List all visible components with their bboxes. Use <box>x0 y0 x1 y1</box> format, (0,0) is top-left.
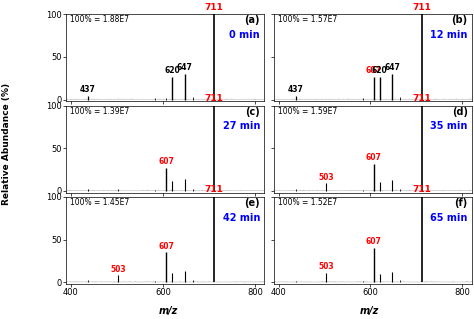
Text: 437: 437 <box>288 85 303 94</box>
Text: 503: 503 <box>318 173 334 182</box>
Text: (f): (f) <box>455 198 468 208</box>
Text: 100% = 1.57E7: 100% = 1.57E7 <box>278 15 337 24</box>
Text: (e): (e) <box>245 198 260 208</box>
Text: 100% = 1.52E7: 100% = 1.52E7 <box>278 198 337 207</box>
Text: (b): (b) <box>452 15 468 25</box>
Text: 620: 620 <box>164 66 180 75</box>
Text: 711: 711 <box>204 3 223 12</box>
Text: 503: 503 <box>110 265 126 274</box>
Text: 711: 711 <box>204 94 223 103</box>
Text: (a): (a) <box>245 15 260 25</box>
Text: (d): (d) <box>452 107 468 116</box>
Text: 100% = 1.39E7: 100% = 1.39E7 <box>70 107 129 115</box>
Text: 27 min: 27 min <box>223 121 260 131</box>
Text: 620: 620 <box>372 66 388 75</box>
Text: 0 min: 0 min <box>229 30 260 40</box>
Text: 711: 711 <box>412 3 431 12</box>
Text: m/z: m/z <box>360 306 379 316</box>
Text: 607: 607 <box>158 157 174 166</box>
Text: 647: 647 <box>384 63 400 72</box>
Text: 100% = 1.88E7: 100% = 1.88E7 <box>70 15 129 24</box>
Text: 607: 607 <box>366 237 382 246</box>
Text: 503: 503 <box>318 262 334 271</box>
Text: 437: 437 <box>80 85 96 94</box>
Text: 711: 711 <box>412 94 431 103</box>
Text: Relative Abundance (%): Relative Abundance (%) <box>2 83 11 204</box>
Text: 711: 711 <box>204 185 223 194</box>
Text: 42 min: 42 min <box>223 212 260 223</box>
Text: m/z: m/z <box>159 306 178 316</box>
Text: 12 min: 12 min <box>430 30 468 40</box>
Text: 607: 607 <box>366 66 382 75</box>
Text: (c): (c) <box>246 107 260 116</box>
Text: 35 min: 35 min <box>430 121 468 131</box>
Text: 711: 711 <box>412 185 431 194</box>
Text: 607: 607 <box>158 242 174 251</box>
Text: 100% = 1.45E7: 100% = 1.45E7 <box>70 198 129 207</box>
Text: 65 min: 65 min <box>430 212 468 223</box>
Text: 647: 647 <box>177 63 192 72</box>
Text: 100% = 1.59E7: 100% = 1.59E7 <box>278 107 337 115</box>
Text: 607: 607 <box>366 153 382 162</box>
